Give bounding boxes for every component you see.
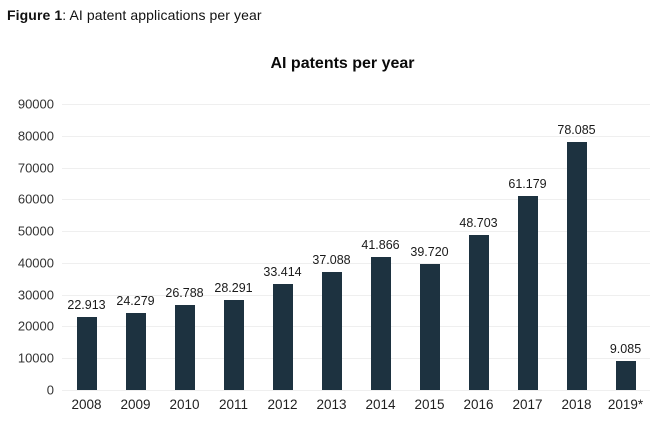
x-tick-label-2017: 2017 — [512, 397, 543, 412]
gridline — [62, 262, 650, 264]
x-tick-label-2008: 2008 — [71, 397, 102, 412]
bar-column-2011: 28.291 — [209, 104, 258, 390]
y-tick-label: 40000 — [17, 255, 54, 271]
y-axis: 0 10000 20000 30000 40000 50000 60000 70000 8000… — [0, 97, 54, 398]
x-tick-label-2019*: 2019* — [607, 397, 644, 412]
bar-column-2019*: 9.085 — [601, 104, 650, 390]
x-tick-label-2010: 2010 — [169, 397, 200, 412]
gridline — [62, 358, 650, 360]
bar-value-label-2014: 41.866 — [361, 237, 400, 252]
x-tick-label-2011: 2011 — [218, 397, 249, 412]
gridline — [62, 326, 650, 328]
bar-column-2012: 33.414 — [258, 104, 307, 390]
x-axis: 2008 2009 2010 2011 2012 2013 2014 2015 2016 2017… — [62, 397, 650, 415]
bar-2013 — [321, 272, 342, 390]
gridline — [62, 199, 650, 201]
x-tick-label-2015: 2015 — [414, 397, 445, 412]
bar-column-2018: 78.085 — [552, 104, 601, 390]
x-tick-label-2018: 2018 — [561, 397, 592, 412]
bar-value-label-2012: 33.414 — [263, 264, 302, 279]
bar-2016 — [468, 235, 489, 390]
y-tick-label: 30000 — [17, 287, 54, 303]
gridline — [62, 135, 650, 137]
bar-value-label-2019*: 9.085 — [609, 342, 642, 357]
bar-2019* — [615, 361, 636, 390]
bar-column-2009: 24.279 — [111, 104, 160, 390]
bar-2009 — [125, 312, 146, 390]
bar-value-label-2016: 48.703 — [459, 216, 498, 231]
chart-title: AI patents per year — [270, 55, 415, 72]
figure-caption-number: Figure 1 — [7, 7, 63, 23]
bar-value-label-2015: 39.720 — [410, 244, 449, 259]
bar-2011 — [223, 300, 244, 390]
bar-value-label-2010: 26.788 — [165, 285, 204, 300]
figure-caption: Figure 1: AI patent applications per yea… — [7, 7, 262, 23]
y-tick-label: 60000 — [17, 191, 54, 207]
bar-value-label-2009: 24.279 — [116, 293, 155, 308]
bar-2015 — [419, 263, 440, 390]
bar-2012 — [272, 283, 293, 390]
bar-value-label-2013: 37.088 — [312, 253, 351, 268]
gridline — [62, 294, 650, 296]
bar-column-2010: 26.788 — [160, 104, 209, 390]
bar-value-label-2008: 22.913 — [67, 298, 106, 313]
x-tick-label-2009: 2009 — [120, 397, 151, 412]
bar-2014 — [370, 256, 391, 390]
y-tick-label: 50000 — [17, 223, 54, 239]
bar-2008 — [76, 317, 97, 390]
bar-2017 — [517, 195, 538, 390]
bar-value-label-2018: 78.085 — [557, 122, 596, 137]
gridline — [62, 390, 650, 391]
bar-column-2015: 39.720 — [405, 104, 454, 390]
y-tick-label: 0 — [46, 382, 54, 398]
x-tick-label-2012: 2012 — [267, 397, 298, 412]
y-tick-label: 20000 — [17, 318, 54, 334]
x-tick-label-2014: 2014 — [365, 397, 396, 412]
gridline — [62, 104, 650, 105]
bar-column-2017: 61.179 — [503, 104, 552, 390]
plot-area: 22.913 24.279 26.788 28.291 33.414 37.088 41.8… — [62, 104, 650, 391]
figure-caption-text: : AI patent applications per year — [62, 7, 262, 23]
bar-2010 — [174, 304, 195, 390]
bar-value-label-2011: 28.291 — [214, 281, 253, 296]
bar-column-2014: 41.866 — [356, 104, 405, 390]
bar-2018 — [566, 141, 587, 390]
y-tick-label: 10000 — [17, 350, 54, 366]
bar-value-label-2017: 61.179 — [508, 176, 547, 191]
y-tick-label: 70000 — [17, 160, 54, 176]
y-tick-label: 90000 — [17, 96, 54, 112]
gridline — [62, 167, 650, 169]
bar-column-2008: 22.913 — [62, 104, 111, 390]
bar-column-2016: 48.703 — [454, 104, 503, 390]
bar-column-2013: 37.088 — [307, 104, 356, 390]
x-tick-label-2013: 2013 — [316, 397, 347, 412]
y-tick-label: 80000 — [17, 128, 54, 144]
x-tick-label-2016: 2016 — [463, 397, 494, 412]
gridline — [62, 231, 650, 233]
